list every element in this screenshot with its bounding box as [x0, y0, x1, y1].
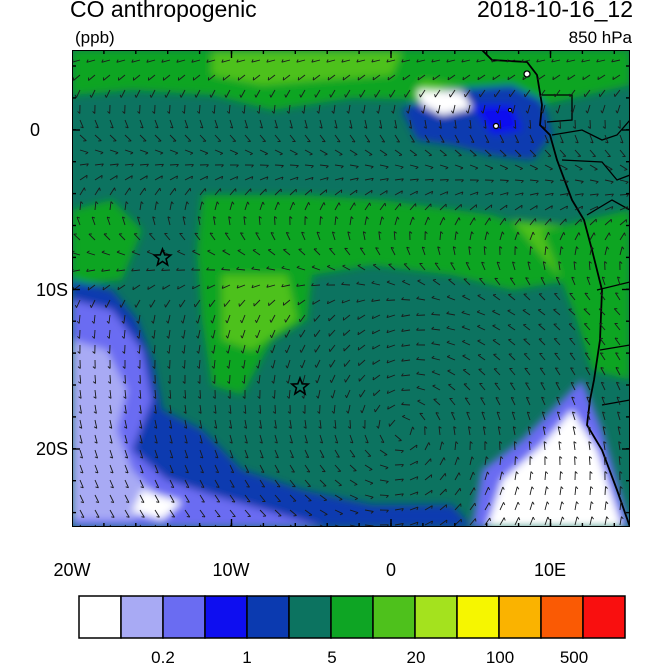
coastline	[481, 50, 630, 527]
star-marker-a	[152, 246, 173, 267]
level-label: 850 hPa	[568, 28, 632, 47]
islands	[492, 70, 531, 130]
colorbar	[78, 595, 626, 639]
colorbar-swatch	[414, 595, 458, 639]
colorbar-swatch	[162, 595, 206, 639]
country-borders	[542, 94, 630, 406]
colorbar-swatch	[540, 595, 584, 639]
map-canvas	[71, 49, 631, 528]
lon-tick-10w: 10W	[212, 560, 250, 580]
colorbar-swatch	[498, 595, 542, 639]
colorbar-label-0-2: 0.2	[151, 648, 175, 667]
lon-tick-0: 0	[385, 560, 396, 580]
star-marker-b	[289, 375, 311, 396]
colorbar-label-1: 1	[242, 648, 252, 667]
co-field-central-light	[222, 275, 297, 350]
co-field-sw-violet	[72, 300, 322, 527]
lon-tick-20w: 20W	[53, 560, 91, 580]
lon-tick-10e: 10E	[533, 560, 567, 580]
colorbar-swatch	[78, 595, 122, 639]
colorbar-swatch	[456, 595, 500, 639]
colorbar-swatch	[582, 595, 626, 639]
co-field-ne-white	[417, 90, 472, 115]
lat-tick-10s: 10S	[35, 280, 68, 300]
colorbar-swatch	[246, 595, 290, 639]
colorbar-swatch	[330, 595, 374, 639]
co-field-ne-blue-dark	[472, 105, 522, 135]
lat-tick-0: 0	[29, 120, 40, 140]
units-label: (ppb)	[75, 28, 115, 47]
wind-vectors	[72, 59, 629, 527]
co-field-se-white	[487, 410, 622, 527]
colorbar-swatch	[120, 595, 164, 639]
co-field-west-green	[72, 200, 142, 285]
co-field-sw-light	[72, 340, 162, 520]
axis-ticks	[71, 50, 630, 527]
map-datetime: 2018-10-16_12	[476, 0, 633, 22]
colorbar-swatch	[372, 595, 416, 639]
map-title: CO anthropogenic	[70, 0, 257, 22]
co-field-sw-blue	[72, 280, 472, 527]
co-field-north-light	[212, 50, 402, 85]
lat-tick-20s: 20S	[35, 439, 68, 459]
co-field-central-plume	[197, 195, 572, 395]
colorbar-swatch	[288, 595, 332, 639]
colorbar-label-500: 500	[559, 648, 589, 667]
colorbar-label-100: 100	[485, 648, 515, 667]
colorbar-label-20: 20	[406, 648, 426, 667]
co-field-sw-white	[132, 490, 182, 520]
colorbar-swatch	[204, 595, 248, 639]
colorbar-label-5: 5	[327, 648, 337, 667]
map-panel	[71, 49, 631, 528]
